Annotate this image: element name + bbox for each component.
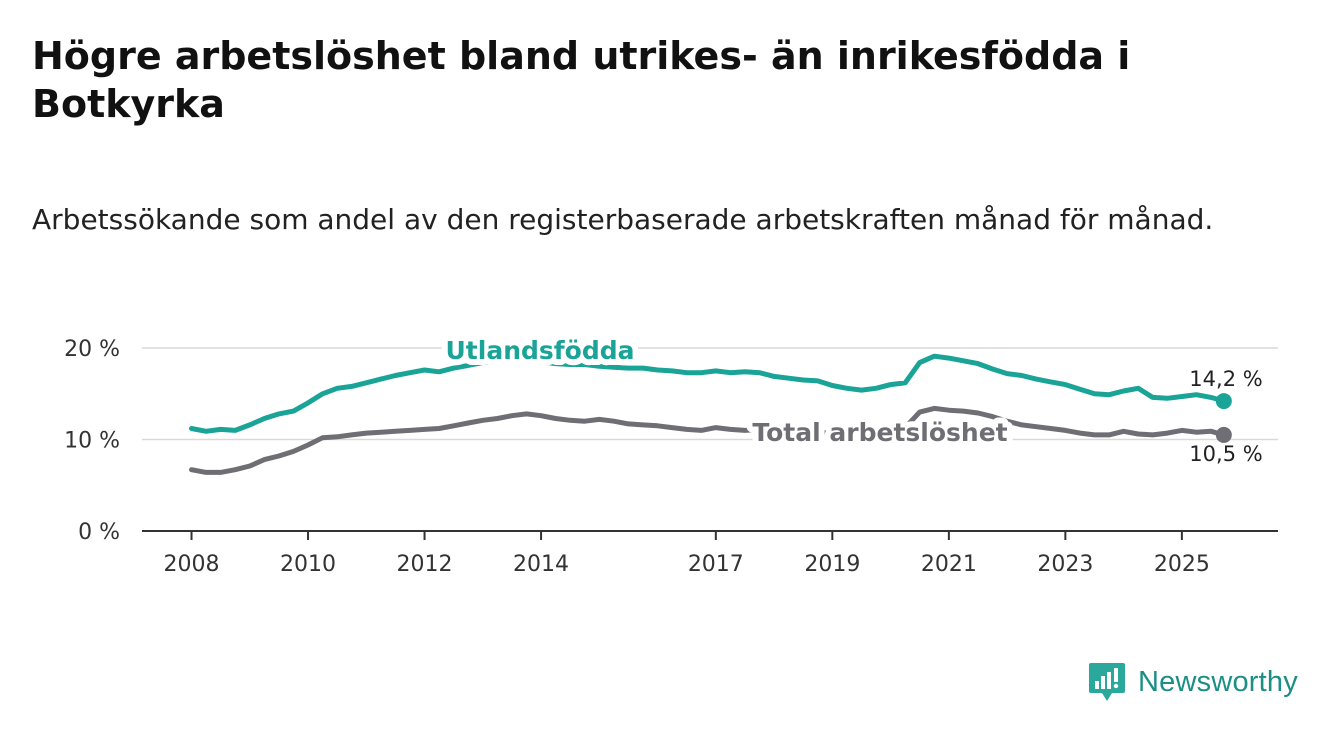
series-line-utlandsfodda [189, 353, 1227, 434]
end-label-utlandsfodda: 14,2 % [1189, 367, 1262, 391]
series-label-total: Total arbetslöshet [752, 418, 1007, 447]
newsworthy-logo-icon [1089, 663, 1125, 701]
end-label-total: 10,5 % [1189, 442, 1262, 466]
y-tick-label: 10 % [64, 429, 120, 454]
end-point-total [1215, 426, 1232, 443]
x-tick-label: 2021 [921, 552, 977, 577]
line-chart: 0 % 10 % 20 % 2008 2010 2012 2014 2017 2019 2021 2… [64, 336, 1278, 577]
newsworthy-brand: Newsworthy [1088, 660, 1298, 704]
x-tick-label: 2025 [1154, 552, 1210, 577]
y-tick-label: 20 % [64, 337, 120, 362]
series-line-total [189, 405, 1227, 475]
series-label-utlandsfodda: Utlandsfödda [446, 336, 635, 365]
x-tick-label: 2012 [397, 552, 453, 577]
chart-subtitle: Arbetssökande som andel av den registerb… [32, 203, 1214, 236]
x-tick-label: 2019 [804, 552, 860, 577]
brand-name: Newsworthy [1138, 665, 1298, 698]
x-tick-label: 2010 [280, 552, 336, 577]
chart-title: Högre arbetslöshet bland utrikes- än inr… [32, 34, 1131, 126]
x-tick-label: 2017 [688, 552, 744, 577]
x-tick-label: 2014 [513, 552, 569, 577]
x-tick-label: 2023 [1037, 552, 1093, 577]
y-tick-label: 0 % [78, 520, 120, 545]
end-point-utlandsfodda [1215, 393, 1232, 410]
x-tick-label: 2008 [164, 552, 220, 577]
